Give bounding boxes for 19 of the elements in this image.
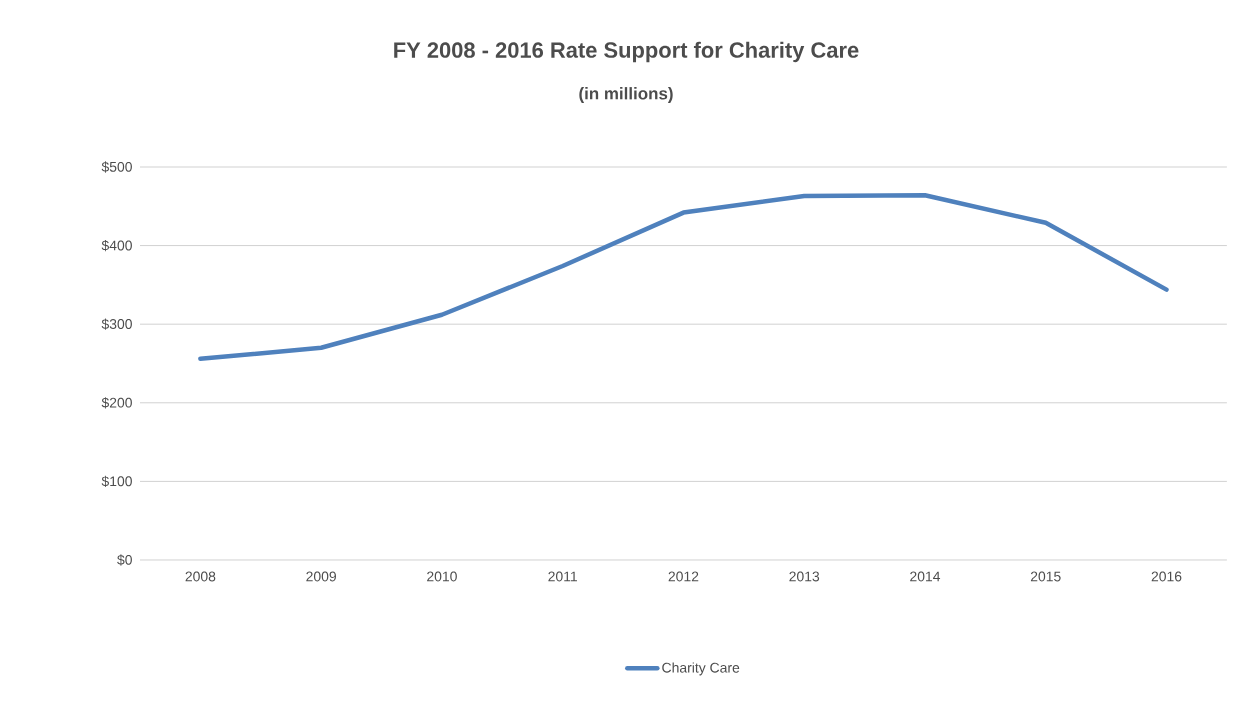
y-tick-label: $400	[101, 239, 132, 252]
y-tick-label: $500	[101, 161, 132, 173]
x-tick-label: 2008	[185, 571, 216, 582]
x-tick-label: 2016	[1151, 571, 1182, 582]
legend-label: Charity Care	[662, 662, 740, 676]
chart-title: FY 2008 - 2016 Rate Support for Charity Care	[394, 41, 859, 63]
x-tick-label: 2013	[789, 571, 820, 582]
x-tick-label: 2011	[548, 571, 577, 582]
x-tick-label: 2014	[910, 571, 941, 582]
y-tick-label: $200	[101, 397, 132, 409]
line-series	[198, 193, 1169, 362]
y-tick-label: $100	[101, 475, 132, 488]
x-tick-label: 2009	[306, 571, 336, 582]
x-tick-label: 2010	[427, 571, 457, 582]
y-tick-label: $0	[117, 554, 132, 566]
x-tick-label: 2012	[668, 571, 699, 582]
y-tick-label: $300	[101, 318, 132, 330]
x-tick-label: 2015	[1030, 571, 1061, 582]
chart-subtitle: (in millions)	[579, 87, 673, 103]
